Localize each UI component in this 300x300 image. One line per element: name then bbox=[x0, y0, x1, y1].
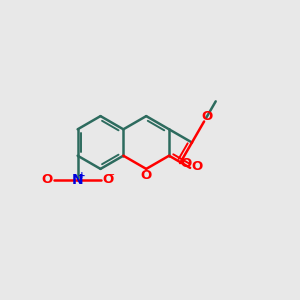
Text: O: O bbox=[102, 173, 114, 187]
Text: N: N bbox=[72, 173, 83, 187]
Text: O: O bbox=[201, 110, 212, 123]
Text: −: − bbox=[107, 169, 115, 180]
Text: O: O bbox=[180, 158, 192, 170]
Text: O: O bbox=[191, 160, 202, 173]
Text: O: O bbox=[141, 169, 152, 182]
Text: O: O bbox=[42, 173, 53, 187]
Text: +: + bbox=[78, 171, 85, 180]
